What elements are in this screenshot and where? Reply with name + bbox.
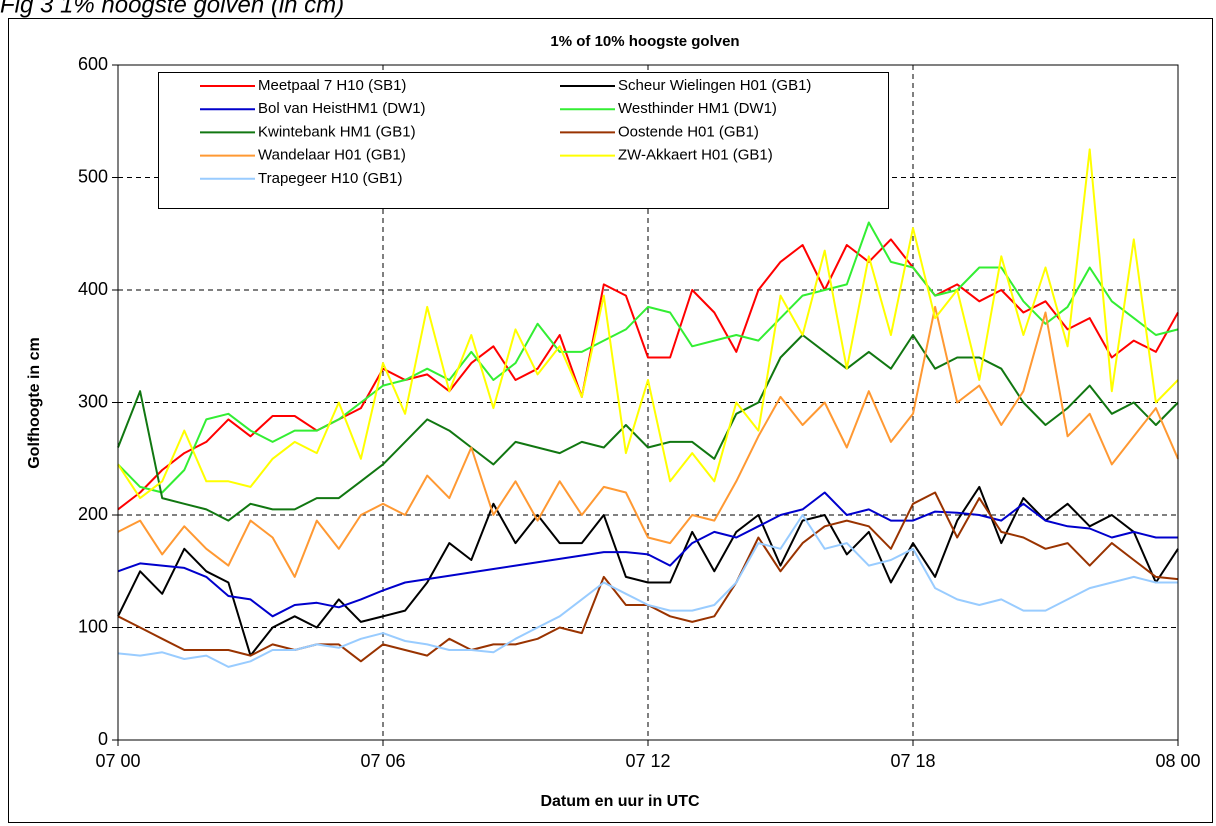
y-tick-label: 600 <box>78 54 108 74</box>
series-line <box>117 221 1179 494</box>
legend-box <box>158 72 889 209</box>
x-tick-label: 07 18 <box>890 751 935 771</box>
legend-label: Westhinder HM1 (DW1) <box>618 100 777 117</box>
y-tick-label: 200 <box>78 504 108 524</box>
legend: Meetpaal 7 H10 (SB1) Scheur Wielingen H01… <box>158 72 889 209</box>
y-tick-label: 100 <box>78 616 108 636</box>
series-line <box>117 148 1179 500</box>
axes: 0 100 200 300 400 500 600 07 00 07 06 07 12 07 18 0… <box>78 54 1201 771</box>
legend-label: Oostende H01 (GB1) <box>618 123 759 140</box>
series-line <box>117 485 1179 657</box>
legend-label: Trapegeer H10 (GB1) <box>258 170 403 187</box>
legend-label: Wandelaar H01 (GB1) <box>258 147 406 164</box>
x-tick-label: 07 12 <box>625 751 670 771</box>
legend-label: ZW-Akkaert H01 (GB1) <box>618 147 773 164</box>
series-line <box>117 334 1179 522</box>
x-tick-label: 08 00 <box>1155 751 1200 771</box>
series-line <box>117 238 1179 511</box>
x-tick-label: 07 00 <box>95 751 140 771</box>
series-line <box>117 491 1178 618</box>
y-tick-label: 300 <box>78 391 108 411</box>
legend-label: Scheur Wielingen H01 (GB1) <box>618 77 811 94</box>
y-axis-label: Golfhoogte in cm <box>26 337 43 469</box>
x-tick-label: 07 06 <box>360 751 405 771</box>
legend-label: Meetpaal 7 H10 (SB1) <box>258 77 406 94</box>
chart-title: 1% of 10% hoogste golven <box>550 33 739 50</box>
series-line <box>117 514 1178 668</box>
legend-label: Kwintebank HM1 (GB1) <box>258 123 416 140</box>
chart-frame <box>8 18 1213 823</box>
plot-lines <box>117 148 1179 668</box>
legend-label: Bol van HeistHM1 (DW1) <box>258 100 426 117</box>
caption: Fig 3 1% hoogste golven (in cm) <box>0 0 344 18</box>
plot-border <box>117 64 1179 741</box>
series-line <box>117 305 1179 578</box>
y-tick-label: 400 <box>78 279 108 299</box>
x-axis-label: Datum en uur in UTC <box>540 793 700 810</box>
y-tick-label: 0 <box>98 729 108 749</box>
y-tick-label: 500 <box>78 166 108 186</box>
